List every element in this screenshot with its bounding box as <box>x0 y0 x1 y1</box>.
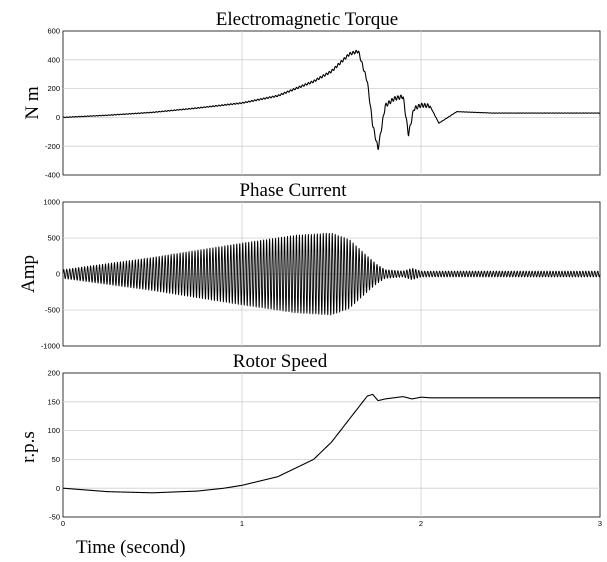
current-y-tick--500: -500 <box>45 306 60 315</box>
speed-y-ticks: -50 0 50 100 150 200 <box>47 369 60 522</box>
torque-y-tick--200: -200 <box>45 142 60 151</box>
current-y-ticks: -1000 -500 0 500 1000 <box>41 198 60 351</box>
torque-y-tick-600: 600 <box>47 27 60 36</box>
torque-y-ticks: -400 -200 0 200 400 600 <box>45 27 60 180</box>
speed-y-tick-150: 150 <box>47 397 60 406</box>
torque-y-tick--400: -400 <box>45 171 60 180</box>
speed-x-label: Time (second) <box>76 537 186 558</box>
speed-y-tick-50: 50 <box>52 455 60 464</box>
torque-grid <box>63 31 600 175</box>
speed-x-tick-3: 3 <box>598 519 602 528</box>
speed-y-tick-0: 0 <box>56 484 60 493</box>
torque-y-tick-0: 0 <box>56 113 60 122</box>
current-panel: Phase Current -1000 -500 0 500 1000 Amp <box>18 180 601 351</box>
speed-x-tick-2: 2 <box>419 519 423 528</box>
torque-y-tick-200: 200 <box>47 84 60 93</box>
speed-x-tick-1: 1 <box>240 519 244 528</box>
torque-title: Electromagnetic Torque <box>216 9 398 30</box>
speed-plot-area <box>62 372 601 518</box>
current-y-label: Amp <box>18 255 39 293</box>
current-title: Phase Current <box>239 180 347 201</box>
speed-y-tick-100: 100 <box>47 426 60 435</box>
speed-y-tick--50: -50 <box>49 513 60 522</box>
current-y-tick--1000: -1000 <box>41 342 60 351</box>
current-y-tick-500: 500 <box>47 234 60 243</box>
current-y-tick-0: 0 <box>56 270 60 279</box>
current-y-tick-1000: 1000 <box>43 198 60 207</box>
torque-series-line <box>62 49 601 150</box>
torque-panel: Electromagnetic Torque -400 -200 0 200 400 60… <box>22 9 601 180</box>
speed-title: Rotor Speed <box>233 351 328 372</box>
speed-grid <box>63 373 600 517</box>
torque-plot-area <box>62 30 601 176</box>
current-series-line <box>62 232 601 316</box>
speed-series-line <box>62 393 601 494</box>
speed-x-ticks: 0 1 2 3 <box>61 519 602 528</box>
torque-y-tick-400: 400 <box>47 55 60 64</box>
speed-y-label: r.p.s <box>18 431 39 463</box>
speed-x-tick-0: 0 <box>61 519 65 528</box>
torque-y-label: N m <box>22 86 43 119</box>
speed-y-tick-200: 200 <box>47 369 60 378</box>
